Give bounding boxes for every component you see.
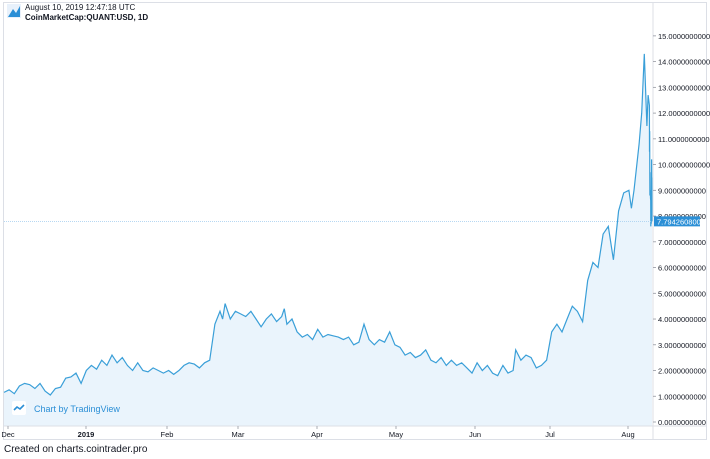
price-axis: 0.0000000000 1.0000000000 2.0000000000 3.00… — [652, 3, 710, 439]
x-tick-label: 2019 — [78, 430, 95, 439]
snapshot-timestamp: August 10, 2019 12:47:18 UTC — [25, 3, 136, 12]
tradingview-watermark[interactable]: Chart by TradingView — [12, 401, 120, 415]
x-tick-label: Jul — [545, 430, 555, 439]
y-tick-label: 4.0000000000 — [658, 315, 706, 324]
x-tick-label: Apr — [311, 430, 323, 439]
time-axis: Dec 2019 Feb Mar Apr May Jun Jul Aug — [1, 425, 707, 439]
y-tick-label: 13.0000000000 — [658, 83, 710, 92]
y-tick-label: 12.0000000000 — [658, 109, 710, 118]
price-area-fill — [4, 53, 652, 427]
x-tick-label: May — [389, 430, 403, 439]
x-tick-label: Mar — [232, 430, 245, 439]
price-line — [3, 53, 653, 396]
price-chart[interactable]: 0.0000000000 1.0000000000 2.0000000000 3.00… — [0, 0, 710, 440]
symbol-label: CoinMarketCap:QUANT:USD, 1D — [25, 13, 149, 22]
y-tick-label: 14.0000000000 — [658, 58, 710, 67]
plot-area — [3, 53, 653, 427]
y-tick-label: 2.0000000000 — [658, 367, 706, 376]
y-tick-label: 9.0000000000 — [658, 186, 706, 195]
current-price-label: 7.7942608000 — [657, 217, 705, 226]
x-tick-label: Jun — [469, 430, 481, 439]
y-tick-label: 3.0000000000 — [658, 341, 706, 350]
x-tick-label: Aug — [621, 430, 634, 439]
x-tick-label: Feb — [161, 430, 174, 439]
y-tick-label: 6.0000000000 — [658, 264, 706, 273]
y-tick-label: 7.0000000000 — [658, 238, 706, 247]
tradingview-logo-icon — [13, 404, 25, 411]
y-tick-label: 5.0000000000 — [658, 289, 706, 298]
coinmarketcap-logo-icon — [7, 4, 21, 18]
y-tick-label: 0.0000000000 — [658, 418, 706, 427]
y-tick-label: 15.0000000000 — [658, 32, 710, 41]
created-on-footer: Created on charts.cointrader.pro — [4, 444, 148, 455]
y-tick-label: 11.0000000000 — [658, 135, 710, 144]
y-tick-label: 10.0000000000 — [658, 161, 710, 170]
x-tick-label: Dec — [1, 430, 15, 439]
y-tick-label: 1.0000000000 — [658, 392, 706, 401]
watermark-label[interactable]: Chart by TradingView — [34, 404, 120, 414]
current-price-tag: 7.7942608000 — [654, 216, 705, 227]
